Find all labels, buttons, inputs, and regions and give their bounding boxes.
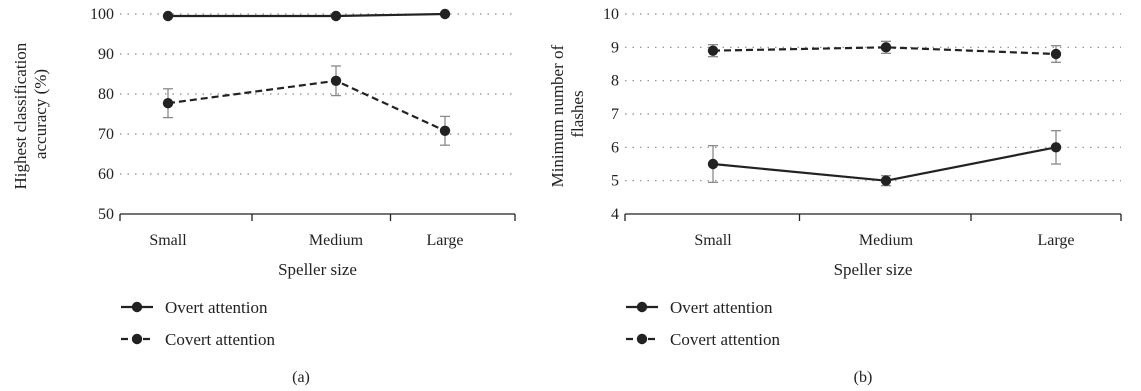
chart-b-series-1-point <box>1050 48 1062 60</box>
chart-b-y-axis-label: Minimum number of flashes <box>548 41 587 188</box>
chart-b-series-0-point <box>707 158 719 170</box>
chart-a-x-axis-label: Speller size <box>278 260 357 279</box>
chart-a-series-0-line <box>168 12 446 18</box>
chart-b-legend-item-1: Covert attention <box>626 330 781 349</box>
chart-a-legend-item-0: Overt attention <box>121 298 268 317</box>
chart-b-y-tick-label: 4 <box>611 206 619 223</box>
chart-a-x-ticks: Small Medium Large <box>149 232 463 249</box>
chart-a-y-tick-label: 60 <box>98 166 114 183</box>
chart-b-series-lines <box>712 46 1057 182</box>
chart-a-legend-label: Overt attention <box>165 298 268 317</box>
chart-a-series-1-point <box>162 98 174 109</box>
chart-b-series-0-point <box>880 175 892 186</box>
chart-a-legend-label: Covert attention <box>165 330 276 349</box>
chart-b-x-tick-label: Medium <box>859 232 914 249</box>
chart-b-legend: Overt attention Covert attention <box>626 298 781 349</box>
chart-a-series-1-point <box>330 75 342 87</box>
chart-b-legend-item-0: Overt attention <box>626 298 773 317</box>
chart-b-legend-label: Covert attention <box>670 330 781 349</box>
chart-a-series-lines <box>167 12 446 132</box>
chart-a-y-ticks: 50 60 70 80 90 100 <box>90 6 114 223</box>
chart-a-series-0-point <box>162 10 174 22</box>
chart-b-series-1-line <box>712 46 1057 56</box>
chart-b-axes <box>624 213 1122 221</box>
chart-b-y-tick-label: 10 <box>603 6 619 23</box>
chart-a-legend-item-1: Covert attention <box>121 330 276 349</box>
chart-a-points <box>162 8 451 136</box>
chart-a-y-axis-label: Highest classification accuracy (%) <box>11 38 50 189</box>
chart-a-legend-swatch-marker <box>131 301 143 313</box>
chart-b-y-tick-label: 8 <box>611 73 619 90</box>
chart-a-y-tick-label: 80 <box>98 86 114 103</box>
chart-b-x-tick-label: Large <box>1037 232 1074 249</box>
chart-b-x-tick-label: Small <box>694 232 732 249</box>
chart-b-series-0-point <box>1050 142 1062 153</box>
chart-a-caption: (a) <box>292 369 310 386</box>
chart-b-series-1-point <box>707 45 719 56</box>
chart-a-y-tick-label: 70 <box>98 126 114 143</box>
chart-a-y-tick-label: 100 <box>90 6 114 23</box>
chart-a-series-1-line <box>167 79 446 132</box>
chart-b-y-tick-label: 7 <box>611 106 619 123</box>
chart-a-x-tick-label: Large <box>426 232 463 249</box>
chart-b-y-tick-label: 9 <box>611 39 619 56</box>
chart-b-gridlines <box>625 13 1121 182</box>
chart-a-y-axis-label-line-1: Highest classification <box>11 42 30 189</box>
chart-b-y-axis-label-line-1: Minimum number of <box>548 44 567 187</box>
chart-a-y-tick-label: 90 <box>98 46 114 63</box>
chart-a-error-bars <box>163 65 450 146</box>
chart-b-y-ticks: 4 5 6 7 8 9 10 <box>603 6 619 223</box>
chart-b-y-axis-label-line-2: flashes <box>568 90 587 137</box>
chart-a-y-tick-label: 50 <box>98 206 114 223</box>
chart-a-x-tick-label: Medium <box>309 232 364 249</box>
chart-a-series-1-point <box>439 125 451 136</box>
chart-a-legend: Overt attention Covert attention <box>121 298 276 349</box>
chart-b-y-tick-label: 6 <box>611 139 619 156</box>
chart-b-legend-swatch-marker <box>636 301 648 313</box>
chart-b-x-ticks: Small Medium Large <box>694 232 1074 249</box>
chart-b-series-1-point <box>880 42 892 53</box>
chart-a-gridlines <box>120 13 515 175</box>
chart-a-series-0-point <box>439 8 451 20</box>
chart-b-legend-label: Overt attention <box>670 298 773 317</box>
chart-a-x-tick-label: Small <box>149 232 187 249</box>
chart-a: 50 60 70 80 90 100 Small Medium Large Speller s… <box>11 6 516 386</box>
chart-b-y-tick-label: 5 <box>611 173 619 190</box>
chart-b: 4 5 6 7 8 9 10 Small Medium Large Speller size M… <box>548 6 1122 386</box>
chart-a-y-axis-label-line-2: accuracy (%) <box>31 69 50 159</box>
chart-b-x-axis-label: Speller size <box>834 260 913 279</box>
chart-a-legend-swatch-marker <box>131 333 143 345</box>
chart-a-series-0-point <box>330 10 342 22</box>
chart-b-caption: (b) <box>854 369 873 386</box>
chart-b-legend-swatch-marker <box>636 333 648 345</box>
chart-a-axes <box>119 213 516 221</box>
chart-b-points <box>707 42 1062 186</box>
